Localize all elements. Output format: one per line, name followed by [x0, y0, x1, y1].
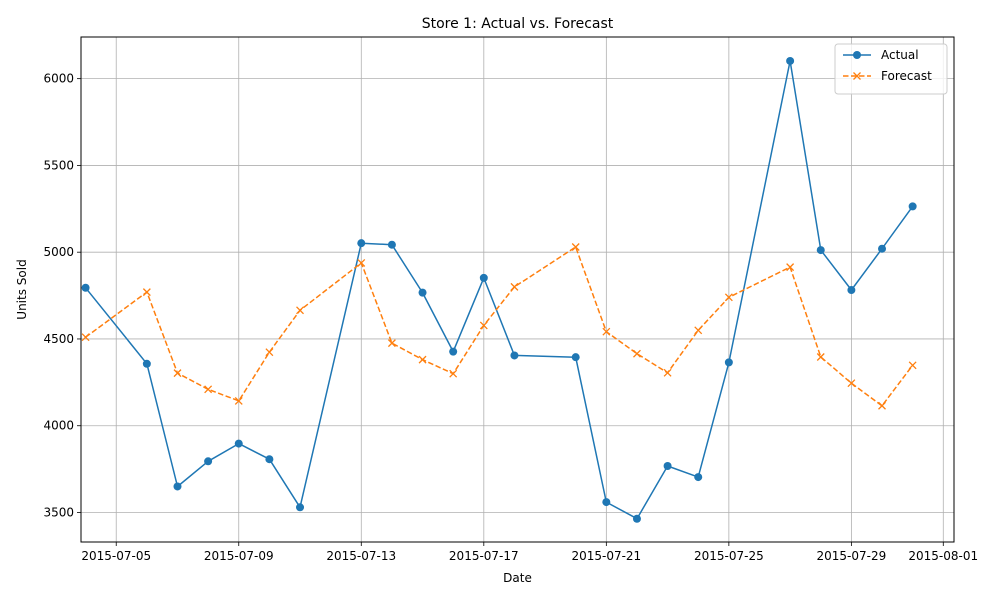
data-point	[571, 353, 580, 362]
data-point	[847, 379, 856, 388]
data-point	[142, 359, 151, 368]
y-tick-label: 4000	[43, 419, 74, 433]
ticks: 2015-07-05 2015-07-09 2015-07-13 2015-07-17…	[43, 72, 978, 563]
y-tick-label: 3500	[43, 505, 74, 519]
series-layer	[81, 56, 917, 523]
series-forecast	[81, 243, 917, 410]
data-point	[449, 347, 458, 356]
x-tick-label: 2015-07-21	[571, 549, 641, 563]
plot-frame	[80, 36, 955, 543]
x-axis-title: Date	[503, 571, 532, 585]
x-tick-label: 2015-08-01	[908, 549, 978, 563]
chart-title: Store 1: Actual vs. Forecast	[422, 16, 614, 32]
data-point	[265, 348, 274, 357]
legend-box	[834, 43, 948, 95]
data-point	[204, 385, 213, 394]
y-tick-label: 5000	[43, 245, 74, 259]
data-point	[173, 482, 182, 491]
series-actual	[81, 56, 917, 523]
data-point	[724, 358, 733, 367]
x-tick-label: 2015-07-05	[81, 549, 151, 563]
data-point	[479, 273, 488, 282]
data-point	[204, 457, 213, 466]
grid	[81, 37, 954, 542]
legend: Actual Forecast	[834, 43, 948, 95]
data-point	[602, 327, 611, 336]
data-point	[173, 369, 182, 378]
legend-label: Forecast	[881, 69, 932, 83]
legend-label: Actual	[881, 48, 919, 62]
x-tick-label: 2015-07-09	[204, 549, 274, 563]
data-point	[449, 369, 458, 378]
data-point	[724, 293, 733, 302]
data-point	[571, 243, 580, 251]
data-point	[816, 246, 825, 255]
data-point	[632, 514, 641, 523]
x-tick-label: 2015-07-29	[817, 549, 887, 563]
legend-marker	[853, 72, 861, 80]
data-point	[510, 351, 519, 360]
x-tick-label: 2015-07-13	[326, 549, 396, 563]
data-point	[786, 56, 795, 65]
data-point	[81, 333, 90, 342]
data-point	[694, 473, 703, 482]
series-line-actual	[85, 60, 914, 520]
y-tick-label: 4500	[43, 332, 74, 346]
data-point	[418, 355, 427, 364]
legend-marker	[853, 51, 861, 59]
data-point	[357, 239, 366, 248]
x-tick-label: 2015-07-17	[449, 549, 519, 563]
data-point	[81, 283, 90, 292]
data-point	[296, 503, 305, 512]
data-point	[786, 263, 795, 272]
data-point	[908, 361, 917, 370]
data-point	[265, 455, 274, 464]
data-point	[908, 202, 917, 211]
data-point	[234, 439, 243, 448]
y-tick-label: 5500	[43, 158, 74, 172]
data-point	[479, 321, 488, 330]
series-line-forecast	[85, 246, 914, 407]
data-point	[387, 339, 396, 348]
data-point	[387, 240, 396, 249]
data-point	[296, 306, 304, 315]
data-point	[847, 286, 856, 295]
data-point	[633, 349, 641, 358]
data-point	[142, 288, 151, 297]
data-point	[663, 368, 672, 377]
data-point	[602, 498, 611, 507]
data-point	[418, 288, 427, 297]
data-point	[663, 461, 672, 470]
data-point	[694, 326, 703, 335]
data-point	[510, 282, 519, 291]
x-tick-label: 2015-07-25	[694, 549, 764, 563]
data-point	[357, 258, 366, 267]
y-axis-title: Units Sold	[15, 259, 29, 319]
data-point	[878, 401, 886, 410]
data-point	[878, 244, 887, 253]
data-point	[816, 353, 825, 361]
y-tick-label: 6000	[43, 72, 74, 86]
data-point	[234, 396, 243, 405]
